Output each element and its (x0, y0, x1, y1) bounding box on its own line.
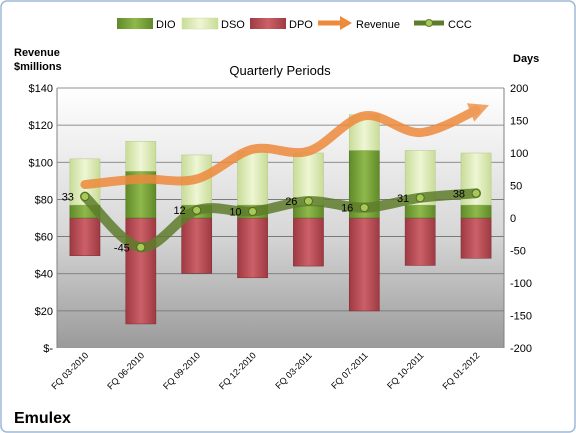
dpo-bar (348, 217, 380, 312)
left-axis-ticks: $- $20 $40 $60 $80 $100 $120 $140 (29, 83, 54, 355)
legend-item-dso: DSO (181, 17, 245, 31)
legend-label-dpo: DPO (289, 19, 313, 31)
revenue-line (80, 103, 489, 190)
ccc-point (192, 205, 202, 215)
legend-item-ccc: CCC (414, 19, 472, 31)
left-tick-label: $120 (29, 120, 53, 132)
ccc-data-label: 16 (341, 203, 353, 215)
ccc-point (415, 193, 425, 203)
right-tick-label: 200 (510, 83, 528, 95)
legend-label-ccc: CCC (448, 19, 472, 31)
dio-bar (404, 204, 436, 219)
legend: DIO DSO DPO Revenue CCC (117, 16, 472, 31)
ccc-point (471, 188, 481, 198)
right-tick-label: -50 (510, 246, 526, 258)
ccc-data-label: 31 (397, 193, 409, 205)
ccc-point (80, 192, 90, 202)
right-tick-label: -100 (510, 278, 532, 290)
ccc-point (303, 196, 313, 206)
left-tick-label: $60 (35, 232, 53, 244)
dso-bar (125, 141, 157, 172)
ccc-data-label: 26 (285, 196, 297, 208)
left-tick-label: $100 (29, 157, 53, 169)
left-axis-title-line1: Revenue (14, 47, 60, 59)
right-tick-label: 100 (510, 148, 528, 160)
legend-swatch-dpo (250, 18, 286, 29)
legend-label-revenue: Revenue (356, 19, 400, 31)
ccc-data-label: -45 (114, 242, 130, 254)
legend-label-dso: DSO (221, 19, 245, 31)
legend-arrow-icon (340, 16, 352, 30)
legend-item-dpo: DPO (250, 18, 313, 31)
legend-item-revenue: Revenue (318, 16, 400, 31)
right-tick-label: 150 (510, 116, 528, 128)
right-axis-title: Days (513, 53, 539, 65)
ccc-data-label: 12 (173, 205, 185, 217)
left-tick-label: $140 (29, 83, 53, 95)
dpo-bar (69, 217, 101, 256)
dpo-bar (125, 217, 157, 325)
data-labels-layer: 33 -45 12 10 26 16 31 38 (62, 188, 465, 254)
right-tick-label: -150 (510, 311, 532, 323)
company-name: Emulex (14, 410, 71, 427)
dso-bar (237, 151, 268, 206)
right-axis-ticks: -200 -150 -100 -50 0 50 100 150 200 (510, 83, 532, 355)
left-tick-label: $80 (35, 194, 53, 206)
ccc-data-label: 10 (229, 207, 241, 219)
ccc-data-label: 33 (62, 192, 74, 204)
legend-swatch-dso (181, 17, 219, 30)
legend-item-dio: DIO (117, 18, 176, 31)
right-tick-label: 0 (510, 213, 516, 225)
legend-label-dio: DIO (156, 19, 176, 31)
left-tick-label: $20 (35, 306, 53, 318)
dpo-bar (460, 217, 492, 259)
chart-title: Quarterly Periods (229, 63, 331, 78)
ccc-point (359, 203, 369, 213)
dpo-bar (181, 217, 213, 274)
lines-layer (79, 103, 489, 253)
dpo-bar (404, 217, 436, 266)
left-tick-label: $40 (35, 269, 53, 281)
legend-marker-ccc (425, 19, 433, 27)
ccc-data-label: 38 (453, 188, 465, 200)
right-tick-label: 50 (510, 181, 522, 193)
ccc-point (248, 207, 258, 216)
dpo-bar (237, 217, 268, 279)
left-axis-title-line2: $millions (14, 61, 62, 73)
right-tick-label: -200 (510, 343, 532, 355)
ccc-point (136, 242, 146, 252)
legend-swatch-dio (117, 18, 153, 29)
dio-bar (460, 204, 492, 219)
dpo-bar (293, 217, 324, 267)
left-tick-label: $- (43, 343, 53, 355)
